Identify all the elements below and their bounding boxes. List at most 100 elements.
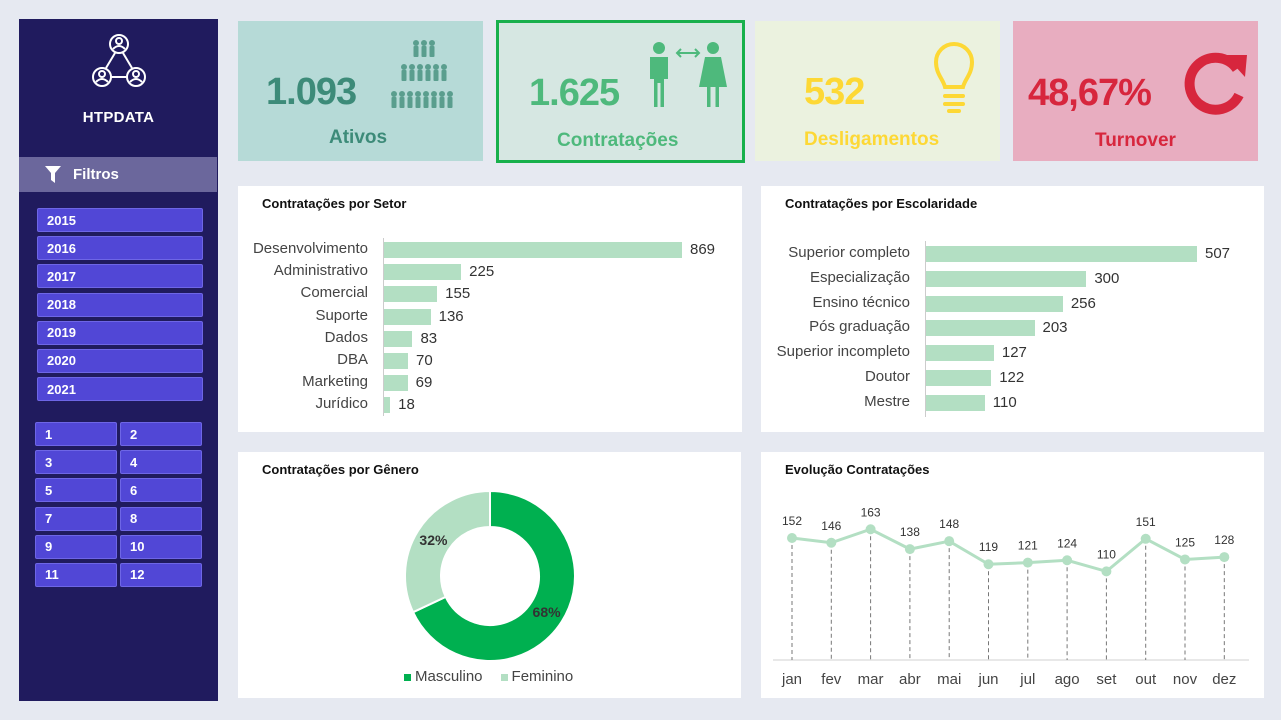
bar: [926, 270, 1087, 287]
bar: [926, 320, 1035, 337]
legend-feminino: Feminino: [500, 668, 573, 685]
kpi-contratacoes-card[interactable]: 1.625 Contratações: [496, 20, 745, 163]
bar-value-label: 256: [1070, 294, 1096, 312]
month-button-12[interactable]: 12: [120, 562, 202, 587]
bar-value-label: 110: [992, 393, 1017, 411]
year-button-2021[interactable]: 2021: [37, 377, 203, 402]
data-label: 148: [939, 517, 959, 531]
filter-label: Filtros: [73, 166, 119, 183]
data-point: [983, 559, 994, 570]
bar-value-label: 122: [999, 369, 1025, 386]
legend-masculino-swatch: [404, 673, 411, 681]
x-tick-label: nov: [1173, 671, 1198, 688]
month-button-10[interactable]: 10: [120, 534, 202, 559]
data-label: 151: [1136, 515, 1156, 529]
data-label: 125: [1175, 535, 1195, 549]
bar-value-label: 69: [415, 374, 433, 392]
month-button-8[interactable]: 8: [120, 506, 202, 531]
man-woman-icon: [650, 42, 727, 107]
panel-escolaridade-title: Contratações por Escolaridade: [785, 196, 978, 211]
kpi-turnover-card[interactable]: 48,67% Turnover: [1013, 21, 1258, 161]
bar-category-label: Pós graduação: [809, 318, 910, 336]
x-tick-label: jan: [781, 671, 802, 688]
year-button-2016[interactable]: 2016: [37, 236, 203, 261]
month-filter-grid: 1 2 3 4 5 6 7 8 9 10 11 12: [35, 422, 202, 587]
year-button-2019[interactable]: 2019: [37, 320, 203, 345]
data-point: [1101, 566, 1112, 577]
bar: [384, 375, 408, 392]
bar: [926, 345, 994, 362]
donut-value-label: 68%: [533, 604, 562, 620]
month-button-3[interactable]: 3: [35, 450, 117, 475]
legend-masculino: Masculino: [404, 668, 483, 685]
bar-category-label: Jurídico: [315, 395, 368, 413]
month-button-11[interactable]: 11: [35, 562, 117, 587]
network-users-icon: [92, 34, 146, 87]
panel-setor-title: Contratações por Setor: [262, 196, 407, 211]
month-button-1[interactable]: 1: [35, 422, 117, 446]
people-group-icon: [391, 40, 453, 108]
bar-category-label: Dados: [324, 328, 368, 346]
donut-slice-feminino: [404, 489, 491, 614]
funnel-icon: [45, 165, 61, 183]
bar-value-label: 225: [469, 263, 495, 281]
x-tick-label: mar: [858, 671, 884, 688]
panel-evolucao-title: Evolução Contratações: [785, 462, 930, 477]
month-button-2[interactable]: 2: [120, 422, 202, 446]
year-button-2015[interactable]: 2015: [37, 208, 203, 232]
kpi-desligamentos-label: Desligamentos: [804, 129, 940, 150]
kpi-ativos-card[interactable]: 1.093 Ativos: [238, 21, 483, 161]
kpi-contratacoes-value: 1.625: [529, 72, 620, 114]
series-line: [791, 527, 1225, 574]
data-label: 119: [979, 540, 998, 554]
month-button-7[interactable]: 7: [35, 506, 117, 531]
escolaridade-axis-line: [925, 241, 926, 417]
data-label: 163: [861, 505, 881, 519]
legend-feminino-swatch: [500, 673, 508, 681]
data-point: [865, 524, 876, 535]
x-tick-label: dez: [1212, 671, 1236, 688]
panel-setor: Contratações por Setor Desenvolvimento 86…: [238, 186, 742, 432]
kpi-ativos-label: Ativos: [329, 127, 388, 148]
panel-evolucao: Evolução Contratações 152 jan 146 fev 163 mar…: [761, 452, 1264, 698]
bar-value-label: 300: [1094, 269, 1120, 287]
bar: [384, 286, 438, 303]
bar-category-label: Especialização: [809, 268, 910, 286]
data-label: 110: [1097, 547, 1116, 561]
data-point: [787, 533, 797, 543]
month-button-9[interactable]: 9: [35, 534, 117, 559]
genero-donut-chart: 68% 32%: [404, 489, 576, 662]
bar: [384, 264, 462, 281]
refresh-arrow-icon: [1184, 52, 1247, 115]
bar-category-label: Doutor: [864, 368, 910, 385]
bar: [926, 370, 992, 386]
year-button-2017[interactable]: 2017: [37, 264, 203, 289]
x-tick-label: out: [1135, 671, 1157, 688]
brand-name: HTPDATA: [82, 109, 155, 126]
filter-header[interactable]: Filtros: [19, 157, 217, 192]
bar: [384, 308, 431, 325]
bar-value-label: 70: [416, 352, 433, 369]
panel-genero-title: Contratações por Gênero: [262, 462, 419, 477]
data-point: [904, 544, 915, 555]
bar: [926, 246, 1197, 262]
kpi-desligamentos-card[interactable]: 532 Desligamentos: [755, 21, 1000, 161]
bar: [384, 353, 408, 369]
year-button-2020[interactable]: 2020: [37, 348, 203, 373]
month-button-6[interactable]: 6: [120, 478, 202, 503]
year-button-2018[interactable]: 2018: [37, 292, 203, 317]
bar-value-label: 18: [398, 396, 415, 414]
x-tick-label: mai: [937, 671, 961, 688]
data-point: [1062, 555, 1073, 566]
kpi-ativos-value: 1.093: [266, 71, 357, 113]
evolucao-line-chart: 152 jan 146 fev 163 mar 138 abr 148 mai 119 jun 121 j…: [773, 505, 1249, 688]
bar: [384, 242, 682, 258]
month-button-4[interactable]: 4: [120, 450, 202, 475]
panel-genero: Contratações por Gênero 68% 32% Masculino…: [238, 452, 741, 698]
bar-category-label: Suporte: [315, 306, 368, 324]
bar-value-label: 136: [438, 307, 464, 325]
month-button-5[interactable]: 5: [35, 478, 117, 503]
bar-category-label: DBA: [337, 351, 368, 368]
bar-value-label: 507: [1205, 245, 1231, 262]
bar: [384, 330, 413, 347]
